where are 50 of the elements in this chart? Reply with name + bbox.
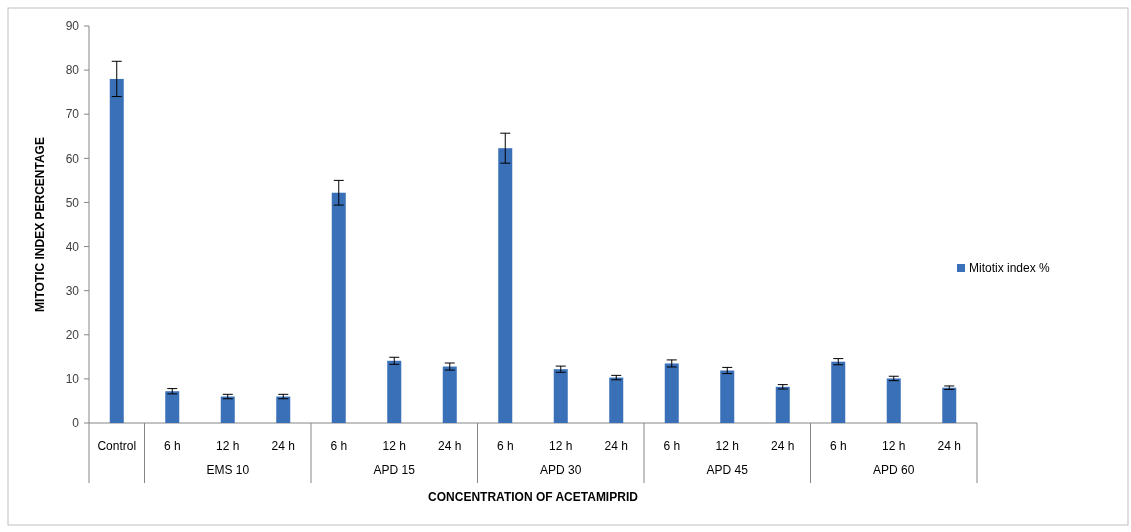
bar xyxy=(331,192,346,423)
y-tick-label: 0 xyxy=(72,416,80,431)
y-axis-title: MITOTIC INDEX PERCENTAGE xyxy=(33,137,47,312)
bar xyxy=(720,370,735,423)
bar xyxy=(664,363,679,423)
legend-label: Mitotix index % xyxy=(969,261,1051,276)
x-tick-label: 6 h xyxy=(163,439,181,454)
x-tick-label: 12 h xyxy=(882,439,906,454)
x-tick-label: 12 h xyxy=(715,439,739,454)
x-tick-label: 6 h xyxy=(663,439,681,454)
bar xyxy=(498,148,513,423)
x-axis-title: CONCENTRATION OF ACETAMIPRID xyxy=(428,490,639,504)
x-tick-label: 12 h xyxy=(549,439,573,454)
x-tick-label: 6 h xyxy=(829,439,847,454)
x-tick-label: 6 h xyxy=(330,439,348,454)
bar xyxy=(109,78,124,423)
x-tick-label: 24 h xyxy=(271,439,295,454)
text: APD 60 xyxy=(873,463,915,478)
bar xyxy=(831,361,846,423)
bar xyxy=(775,386,790,423)
x-tick-label: 12 h xyxy=(382,439,406,454)
y-tick-label: 70 xyxy=(65,107,80,122)
y-tick-label: 20 xyxy=(65,327,80,342)
y-tick-label: 10 xyxy=(65,372,80,387)
text: APD 30 xyxy=(540,463,582,478)
bar xyxy=(387,360,402,423)
y-tick-label: 60 xyxy=(65,151,80,166)
bar xyxy=(276,396,291,423)
x-tick-label: 12 h xyxy=(216,439,240,454)
x-tick-label: 24 h xyxy=(771,439,795,454)
text: APD 15 xyxy=(373,463,416,478)
x-tick-label: 24 h xyxy=(438,439,462,454)
bar xyxy=(442,366,457,423)
x-tick-label: 6 h xyxy=(496,439,514,454)
bar xyxy=(609,377,624,423)
y-tick-label: 50 xyxy=(65,195,80,210)
y-tick-label: 90 xyxy=(65,19,80,34)
bar xyxy=(886,378,901,423)
y-tick-label: 40 xyxy=(65,239,80,254)
y-tick-label: 80 xyxy=(65,63,80,78)
text: EMS 10 xyxy=(206,463,250,478)
bar xyxy=(942,387,957,423)
x-tick-label: 24 h xyxy=(937,439,961,454)
bar xyxy=(165,391,180,423)
x-tick-label: 24 h xyxy=(604,439,628,454)
y-tick-label: 30 xyxy=(65,283,80,298)
bar xyxy=(220,396,235,423)
bar xyxy=(553,369,568,423)
text: APD 45 xyxy=(706,463,749,478)
x-tick-label: Control xyxy=(97,439,137,454)
